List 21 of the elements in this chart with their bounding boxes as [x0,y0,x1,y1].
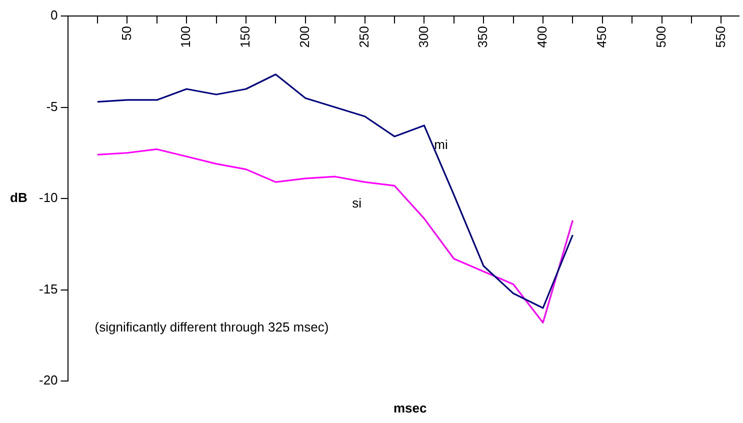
y-tick-label: -5 [46,98,58,114]
y-tick-label: 0 [50,8,58,23]
annotation: (significantly different through 325 msec) [94,320,329,335]
y-tick-label: -15 [38,281,58,296]
x-tick-label: 300 [416,26,431,48]
x-tick-label: 100 [178,26,194,48]
x-tick-label: 400 [534,26,550,48]
x-tick-label: 350 [475,26,490,48]
x-tick-label: 200 [296,26,312,48]
x-tick-label: 250 [356,26,372,48]
x-tick-label: 450 [594,26,609,48]
x-axis-title: msec [393,400,427,416]
y-tick-label: -20 [38,372,58,388]
y-axis-title: dB [10,190,28,206]
x-tick-label: 150 [238,26,253,48]
y-tick-label: -10 [38,190,58,206]
series-label: mi [434,137,448,152]
x-tick-label: 500 [653,26,668,48]
x-tick-label: 50 [118,26,134,40]
series-label: si [352,196,362,211]
x-tick-label: 550 [712,26,728,48]
